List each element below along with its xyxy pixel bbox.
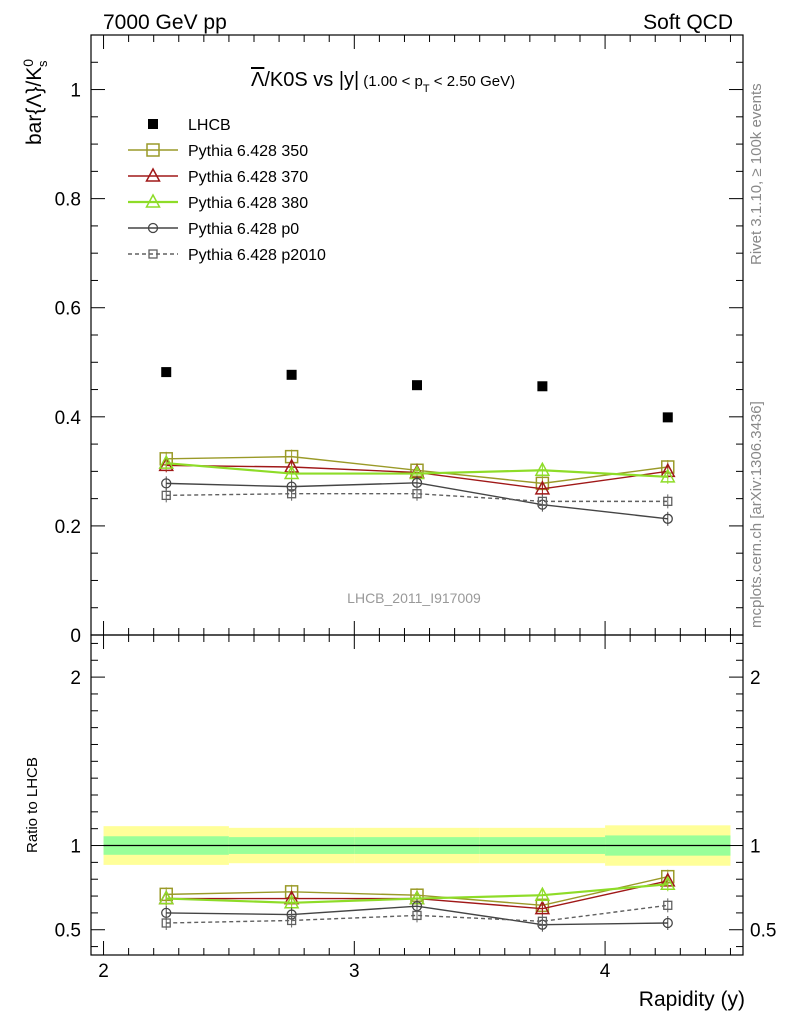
title-main: /K0S vs |y| bbox=[264, 69, 359, 91]
point-p2010 bbox=[286, 915, 297, 926]
plot-title: Λ/K0S vs |y| (1.00 < pT < 2.50 GeV) bbox=[251, 69, 515, 95]
point-lhcb bbox=[662, 412, 673, 423]
analysis-id: LHCB_2011_I917009 bbox=[347, 590, 481, 606]
legend: LHCB Pythia 6.428 350 Pythia 6.428 370 Pyth… bbox=[128, 117, 326, 264]
ratio-y-tick-label-left: 1 bbox=[70, 837, 81, 858]
point-p370 bbox=[534, 900, 551, 915]
title-cut-sub: T bbox=[423, 83, 430, 95]
point-lhcb bbox=[537, 381, 548, 392]
ratio-uncertainty-bands bbox=[103, 825, 731, 866]
ratio-y-tick-label-right: 2 bbox=[750, 668, 761, 689]
point-p2010 bbox=[412, 910, 422, 921]
point-p2010 bbox=[286, 489, 297, 499]
main-y-tick-label: 0.2 bbox=[55, 517, 81, 538]
main-y-tick-label: 0.4 bbox=[55, 408, 82, 429]
main-plot-data bbox=[158, 367, 676, 526]
point-p2010 bbox=[663, 496, 673, 507]
legend-label-p380: Pythia 6.428 380 bbox=[188, 195, 308, 212]
legend-label-p350: Pythia 6.428 350 bbox=[188, 143, 308, 160]
legend-label-lhcb: LHCB bbox=[188, 117, 231, 134]
x-axis-label: Rapidity (y) bbox=[639, 988, 745, 1011]
main-y-tick-label: 0.8 bbox=[55, 190, 81, 211]
point-p380 bbox=[660, 875, 676, 891]
legend-marker-p2010 bbox=[148, 249, 158, 259]
point-p2010 bbox=[537, 916, 548, 926]
legend-marker-p350 bbox=[146, 143, 160, 157]
point-p380 bbox=[158, 454, 174, 469]
legend-marker-lhcb bbox=[148, 119, 158, 129]
legend-label-p370: Pythia 6.428 370 bbox=[188, 169, 308, 186]
header-left: 7000 GeV pp bbox=[103, 11, 227, 34]
main-y-axis-label-text: bar{Λ}/K bbox=[23, 67, 46, 145]
point-p2010 bbox=[161, 490, 171, 501]
point-p380 bbox=[158, 890, 174, 905]
point-lhcb bbox=[161, 367, 172, 378]
point-lhcb bbox=[412, 380, 422, 391]
main-y-tick-label: 1 bbox=[70, 81, 81, 102]
title-cut-close: < 2.50 GeV) bbox=[430, 73, 515, 90]
point-p2010 bbox=[161, 918, 171, 928]
ratio-y-tick-label-left: 0.5 bbox=[55, 921, 81, 942]
ratio-plot-frame: 2 3 4 0.5 0.5 1 1 2 2 bbox=[55, 634, 776, 982]
main-y-axis-label-sub: s bbox=[35, 60, 50, 67]
main-y-tick-label: 0 bbox=[70, 626, 81, 647]
ratio-y-tick-label-right: 0.5 bbox=[750, 921, 776, 942]
title-cut-open: (1.00 < p bbox=[363, 73, 423, 90]
source-label: mcplots.cern.ch [arXiv:1306.3436] bbox=[748, 401, 765, 628]
main-y-axis-label: bar{Λ}/K0s bbox=[20, 59, 50, 145]
legend-label-p0: Pythia 6.428 p0 bbox=[188, 221, 299, 238]
ratio-plot-data bbox=[158, 869, 676, 932]
x-tick-label: 3 bbox=[349, 961, 360, 982]
legend-marker-p380 bbox=[145, 193, 161, 208]
x-tick-label: 2 bbox=[98, 961, 109, 982]
point-p0 bbox=[161, 478, 172, 489]
legend-marker-p0 bbox=[147, 222, 159, 234]
ratio-y-axis-label: Ratio to LHCB bbox=[24, 757, 41, 853]
point-p380 bbox=[534, 461, 551, 477]
title-lambda-bar: Λ bbox=[251, 69, 265, 91]
point-p2010 bbox=[663, 900, 673, 910]
legend-label-p2010: Pythia 6.428 p2010 bbox=[188, 247, 326, 264]
x-tick-label: 4 bbox=[600, 961, 611, 982]
point-p380 bbox=[660, 468, 676, 483]
legend-marker-p370 bbox=[145, 167, 161, 182]
point-p0 bbox=[662, 917, 673, 929]
main-y-tick-label: 0.6 bbox=[55, 299, 81, 320]
point-p0 bbox=[662, 513, 673, 524]
ratio-y-tick-label-left: 2 bbox=[70, 668, 81, 689]
ratio-y-tick-label-right: 1 bbox=[750, 837, 761, 858]
point-lhcb bbox=[286, 369, 297, 380]
point-p2010 bbox=[537, 496, 548, 507]
point-p370 bbox=[534, 480, 551, 495]
point-p2010 bbox=[412, 489, 422, 499]
point-p380 bbox=[283, 464, 300, 480]
main-y-axis-label-sup: 0 bbox=[20, 59, 36, 67]
header-right: Soft QCD bbox=[643, 11, 733, 34]
point-p380 bbox=[534, 886, 551, 901]
rivet-label: Rivet 3.1.10, ≥ 100k events bbox=[748, 83, 765, 265]
